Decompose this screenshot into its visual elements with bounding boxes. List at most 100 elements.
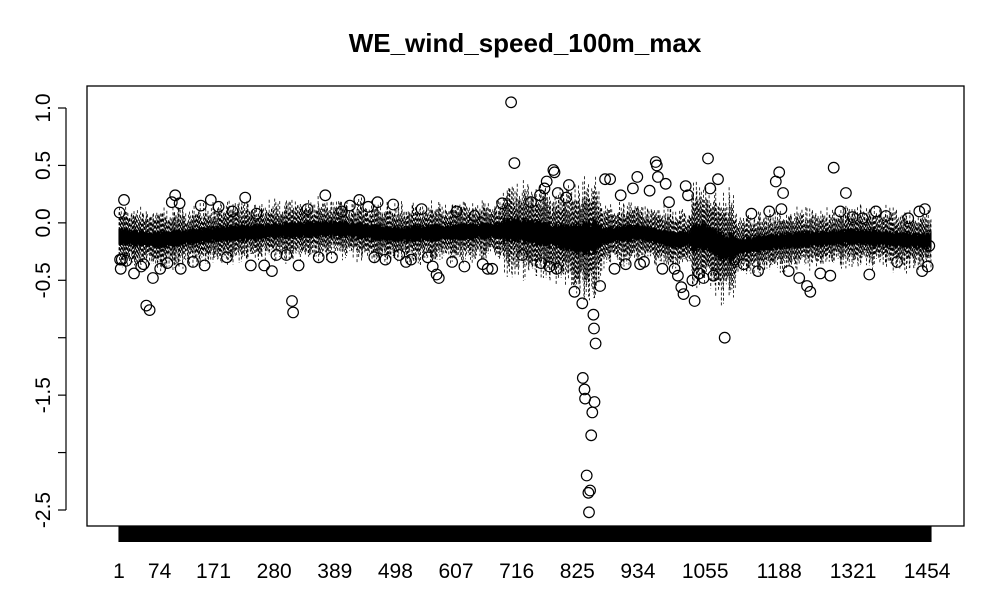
outlier-point [584, 484, 596, 497]
plot-frame [86, 85, 965, 527]
outlier-point [704, 182, 717, 195]
outlier-point [582, 486, 595, 499]
outlier-point [686, 274, 699, 287]
outlier-points [113, 96, 936, 519]
outlier-point [587, 308, 600, 321]
outlier-point [586, 406, 599, 419]
outlier-point [679, 180, 692, 193]
outlier-point [619, 258, 632, 271]
outlier-point [543, 260, 556, 273]
outlier-point [135, 260, 148, 273]
outlier-point [902, 212, 915, 225]
outlier-point [568, 285, 581, 298]
outlier-point [763, 205, 776, 218]
outlier-point [535, 257, 547, 270]
outlier-point [212, 200, 225, 213]
outlier-point [921, 260, 934, 273]
outlier-point [668, 262, 681, 275]
outlier-point [371, 196, 384, 209]
outlier-point [782, 265, 795, 278]
outlier-point [891, 256, 903, 268]
outlier-point [594, 280, 606, 292]
outlier-point [143, 304, 156, 317]
outlier-point [239, 191, 252, 204]
outlier-point [387, 198, 400, 211]
outlier-point [137, 258, 150, 271]
outlier-point [614, 189, 627, 202]
outlier-point [599, 173, 611, 186]
outlier-point [458, 260, 471, 273]
outlier-point [563, 179, 575, 191]
outlier-point [336, 205, 348, 218]
outlier-point [824, 269, 837, 282]
outlier-point [682, 189, 694, 202]
outlier-point [827, 161, 840, 174]
outlier-point [560, 191, 573, 204]
outlier-point [863, 268, 876, 281]
x-tick-label: 716 [499, 560, 534, 583]
outlier-point [114, 262, 127, 275]
outlier-point [505, 96, 518, 109]
outlier-point [589, 337, 602, 350]
outlier-point [793, 272, 806, 284]
outlier-point [663, 196, 675, 209]
outlier-point [194, 199, 207, 212]
outlier-point [650, 159, 663, 172]
outlier-point [113, 206, 126, 219]
x-tick-label: 171 [196, 560, 231, 583]
outlier-point [814, 267, 827, 280]
outlier-point [804, 285, 817, 298]
outlier-point [608, 262, 621, 275]
outlier-point [326, 251, 338, 264]
outlier-point [588, 396, 601, 408]
outlier-point [450, 205, 463, 218]
outlier-point [675, 281, 688, 294]
outlier-point [319, 189, 332, 202]
outlier-point [312, 251, 325, 264]
outlier-point [525, 196, 537, 209]
outlier-point [604, 173, 616, 186]
outlier-point [777, 187, 789, 199]
outlier-point [870, 205, 882, 218]
outlier-point [737, 258, 750, 271]
outlier-point [270, 249, 283, 261]
x-tick-label: 1055 [682, 560, 729, 583]
outlier-point [161, 257, 174, 270]
outlier-point [631, 170, 644, 183]
outlier-point [146, 272, 159, 284]
y-axis: 1.0 0.5 0.0 -0.5 -1.5 -2.5 [32, 93, 67, 528]
outlier-point [343, 199, 356, 212]
outlier-point [481, 262, 494, 275]
outlier-point [919, 203, 931, 216]
outlier-point [393, 249, 406, 261]
outlier-point [204, 193, 217, 206]
outlier-point [379, 253, 392, 266]
outlier-point [656, 262, 669, 275]
outlier-point [677, 288, 690, 301]
outlier-point [585, 429, 598, 442]
x-tick-label: 1188 [757, 560, 802, 583]
outlier-point [430, 268, 443, 281]
outlier-point [292, 259, 305, 272]
outlier-point [702, 152, 714, 165]
x-tick-label: 607 [438, 560, 473, 583]
outlier-point [286, 295, 298, 307]
x-tick-label: 498 [378, 560, 413, 583]
outlier-point [118, 193, 130, 206]
outlier-point [578, 383, 591, 396]
outlier-point [226, 205, 239, 218]
outlier-point [775, 203, 788, 216]
x-tick-label: 1321 [830, 560, 877, 583]
y-tick-label: -0.5 [32, 262, 55, 298]
outlier-point [707, 269, 720, 282]
outlier-point [486, 262, 499, 275]
outlier-point [128, 267, 140, 280]
outlier-point [550, 262, 563, 275]
outlier-point [773, 166, 786, 179]
outlier-point [353, 193, 366, 206]
outlier-point [421, 251, 434, 264]
outlier-point [432, 272, 445, 284]
outlier-point [880, 210, 892, 222]
outlier-point [120, 254, 133, 267]
